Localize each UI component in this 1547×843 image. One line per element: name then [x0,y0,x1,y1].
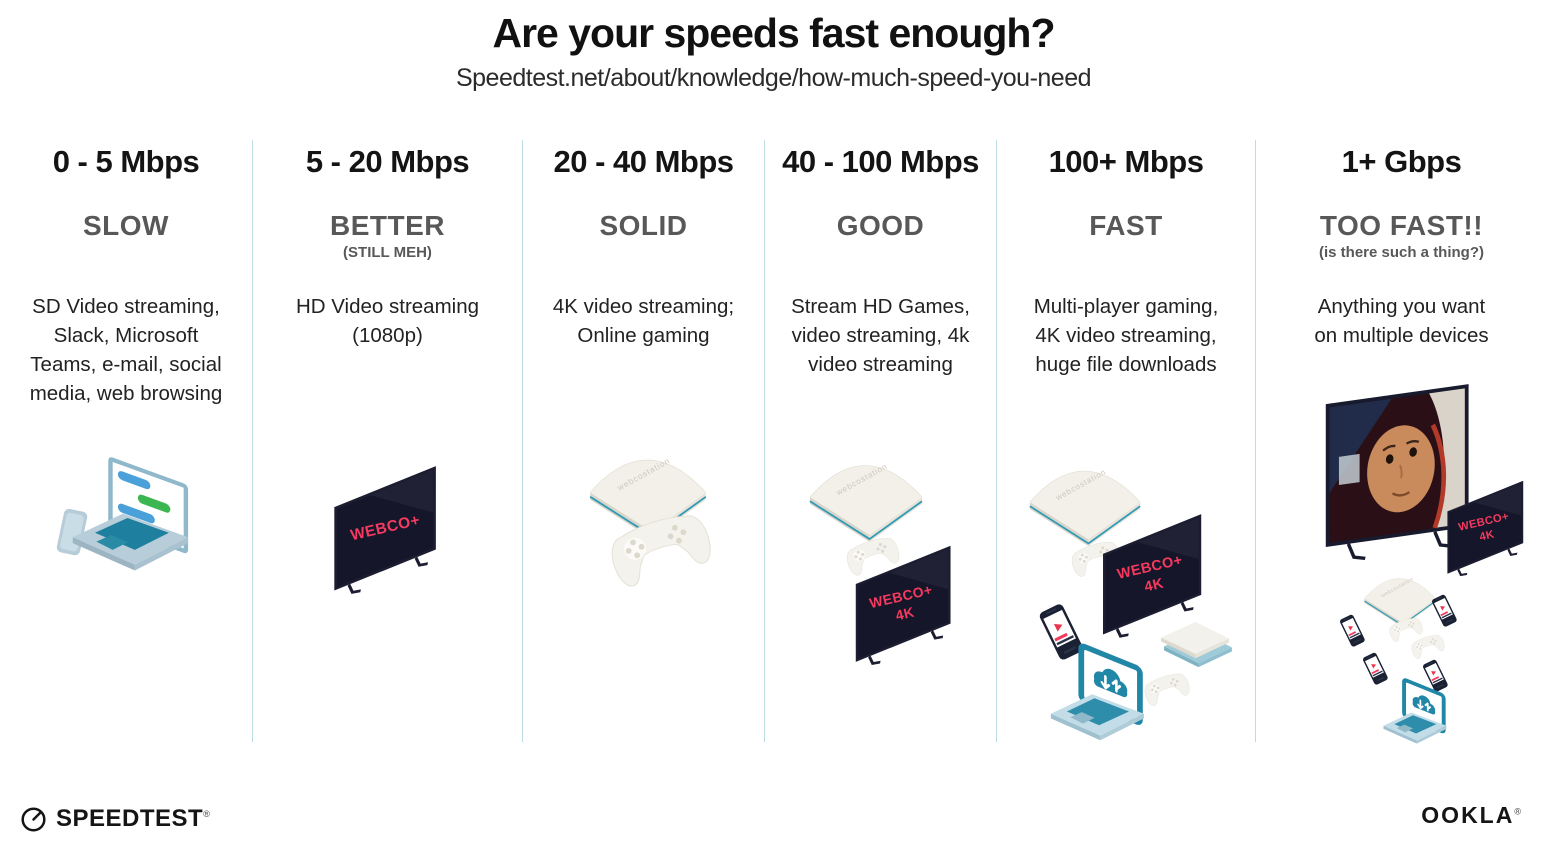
second-console-illustration [1155,612,1239,671]
console2-icon [1161,621,1232,668]
speed-description: SD Video streaming, Slack, Microsoft Tea… [29,295,223,405]
speed-rating-note: (is there such a thing?) [1318,244,1484,261]
laptop-chat-icon [54,455,189,572]
ookla-logo: OOKLA® [1421,802,1523,828]
speed-rating: BETTER [330,210,445,241]
speed-description: Anything you want on multiple devices [1314,295,1489,347]
game-console-icon [809,460,923,543]
speed-range: 0 - 5 Mbps [52,144,200,179]
speed-column-5-20-mbps: 5 - 20 Mbps BETTER (STILL MEH) HD Video … [253,140,523,742]
console-illustration [803,452,929,547]
speed-description: 4K video streaming; Online gaming [552,295,735,347]
phone-illustration [1431,593,1458,628]
controller-illustration [1141,669,1192,709]
page-title: Are your speeds fast enough? [492,10,1055,56]
tv-4k-icon [849,540,959,667]
speed-column-100-plus-mbps: 100+ Mbps FAST Multi-player gaming, 4K v… [997,140,1256,742]
phone-illustration [1339,613,1366,648]
controller-icon [1409,632,1447,661]
speed-range: 40 - 100 Mbps [782,144,979,179]
tv-4k-illustration [1442,476,1530,578]
speed-column-1-plus-gbps: 1+ Gbps TOO FAST!! (is there such a thin… [1256,140,1547,745]
speed-rating-note: (STILL MEH) [343,244,432,261]
speedtest-wordmark: SPEEDTEST® [56,805,211,832]
controller-illustration [1409,632,1447,661]
laptop-download-illustration [1037,640,1152,742]
tv-4k-icon [1442,476,1530,578]
laptop-download-illustration [1374,675,1452,745]
speed-range: 20 - 40 Mbps [553,144,734,179]
speed-range: 1+ Gbps [1341,144,1462,179]
controller-icon [604,506,716,591]
phone-video-icon [1339,613,1366,648]
ookla-trademark: ® [1514,806,1523,817]
speed-rating: SLOW [83,210,169,241]
speed-range: 100+ Mbps [1048,144,1204,179]
speed-columns: 0 - 5 Mbps SLOW SD Video streaming, Slac… [0,140,1547,745]
controller-illustration [604,506,716,593]
page-subtitle-url: Speedtest.net/about/knowledge/how-much-s… [455,64,1092,92]
controller-icon [1141,669,1192,708]
laptop-cloud-icon [1049,640,1146,742]
speed-column-0-5-mbps: 0 - 5 Mbps SLOW SD Video streaming, Slac… [0,140,253,742]
speedtest-gauge-icon [21,806,46,832]
speed-description: Stream HD Games, video streaming, 4k vid… [791,295,970,376]
speed-rating: GOOD [836,210,925,241]
speed-column-40-100-mbps: 40 - 100 Mbps GOOD Stream HD Games, vide… [765,140,997,742]
speed-rating: FAST [1089,210,1163,241]
speedtest-logo: SPEEDTEST® [20,805,210,833]
tv-icon [327,460,445,596]
speed-description: Multi-player gaming, 4K video streaming,… [1033,295,1219,376]
tv-illustration [327,460,445,596]
phone-video-icon [1431,593,1458,628]
speed-range: 5 - 20 Mbps [305,144,470,179]
header: Are your speeds fast enough? Speedtest.n… [0,10,1547,93]
speed-column-20-40-mbps: 20 - 40 Mbps SOLID 4K video streaming; O… [523,140,765,742]
speedtest-trademark: ® [203,809,211,819]
speed-rating: SOLID [599,210,688,241]
speed-rating: TOO FAST!! [1319,210,1484,241]
tv-4k-illustration [849,540,959,667]
laptop-cloud-icon [1382,675,1448,745]
laptop-phone-illustration [52,450,200,572]
speed-description: HD Video streaming (1080p) [295,295,480,347]
